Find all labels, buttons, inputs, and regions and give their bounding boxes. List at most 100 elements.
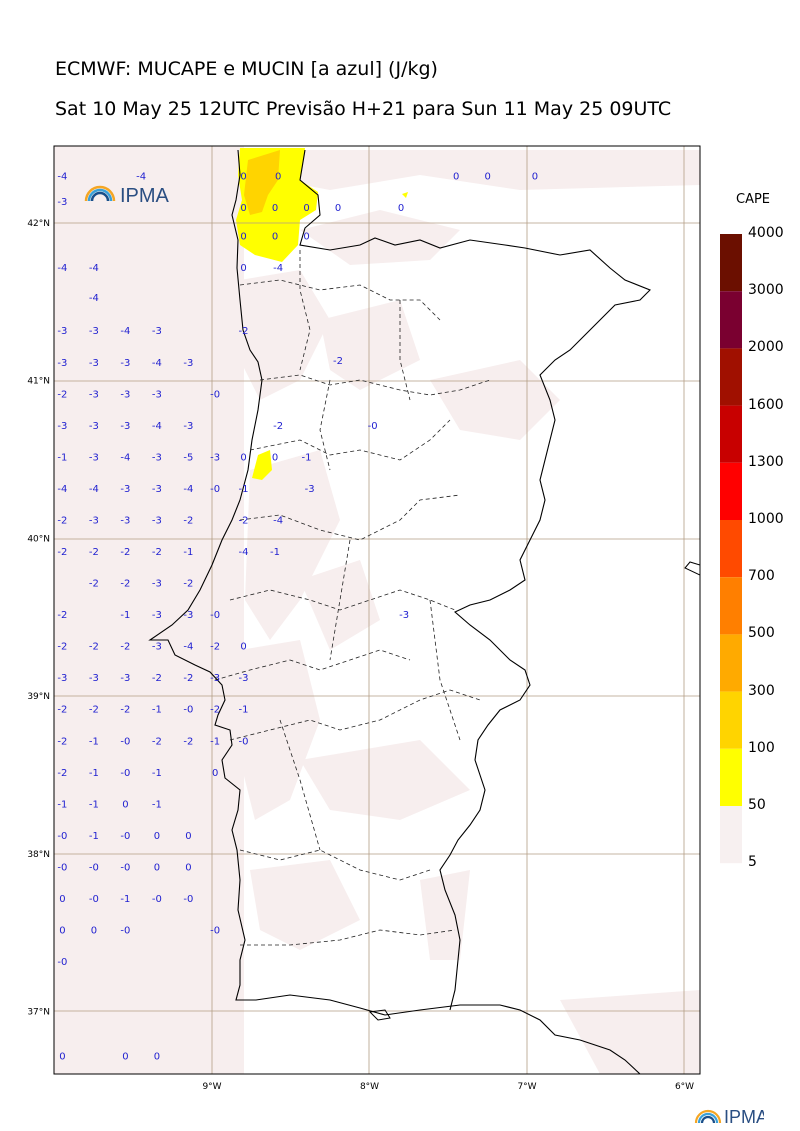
mucin-value: -2: [239, 326, 249, 337]
portugal-coastline: [148, 149, 641, 1074]
mucin-value: -2: [210, 642, 220, 653]
mucin-value: -3: [120, 484, 130, 495]
chart-subtitle: Sat 10 May 25 12UTC Previsão H+21 para S…: [55, 98, 672, 120]
mucin-value: -0: [57, 831, 67, 842]
district-boundaries: [214, 250, 491, 946]
mucin-value: -1: [152, 799, 162, 810]
mucin-value: -2: [239, 515, 249, 526]
colorbar-segment: [720, 291, 742, 349]
mucin-value: -3: [152, 642, 162, 653]
mucin-value: -2: [57, 389, 67, 400]
ipma-logo-bottom-text: IPMA: [724, 1107, 764, 1127]
mucin-value: -0: [120, 925, 130, 936]
chart-title: ECMWF: MUCAPE e MUCIN [a azul] (J/kg): [55, 58, 438, 80]
lat-label: 42°N: [27, 219, 50, 229]
mucin-value: -2: [57, 547, 67, 558]
colorbar-segment: [720, 520, 742, 578]
colorbar-label: 2000: [748, 339, 784, 356]
colorbar-label: 3000: [748, 282, 784, 299]
lat-label: 41°N: [27, 377, 50, 387]
mucin-value: -3: [152, 610, 162, 621]
mucin-value: 0: [240, 263, 246, 274]
mucin-value: -0: [210, 389, 220, 400]
mucin-value: -0: [57, 957, 67, 968]
mucin-value: 0: [275, 172, 281, 183]
mucin-value: -3: [152, 484, 162, 495]
mucin-value: -3: [183, 610, 193, 621]
mucin-value: -1: [302, 452, 312, 463]
colorbar-segment: [720, 634, 742, 692]
mucin-value: 0: [272, 203, 278, 214]
mucin-value: -2: [57, 736, 67, 747]
mucin-value: 0: [91, 925, 97, 936]
mucin-value: -2: [183, 579, 193, 590]
mucin-value: -2: [152, 547, 162, 558]
mucin-value: 0: [59, 1052, 65, 1063]
mucin-value: -3: [57, 421, 67, 432]
mucin-value: 0: [398, 203, 404, 214]
mucin-value: -3: [57, 326, 67, 337]
mucin-value: 0: [272, 452, 278, 463]
mucin-value: -2: [57, 515, 67, 526]
lat-label: 39°N: [27, 692, 50, 702]
mucin-value: -2: [183, 736, 193, 747]
mucin-value: -2: [120, 547, 130, 558]
mucin-value: 0: [532, 172, 538, 183]
mucin-value: -0: [120, 831, 130, 842]
latitude-labels: 42°N 41°N 40°N 39°N 38°N 37°N: [27, 219, 50, 1018]
mucin-value: -3: [210, 452, 220, 463]
ipma-logo-text: IPMA: [120, 185, 170, 207]
lon-label: 6°W: [675, 1082, 694, 1092]
mucin-value: -4: [120, 326, 130, 337]
mucin-value: -5: [183, 452, 193, 463]
mucin-value: -4: [239, 547, 249, 558]
colorbar-label: 5: [748, 854, 757, 871]
mucin-value: -0: [120, 768, 130, 779]
mucin-value: -0: [57, 862, 67, 873]
mucin-value: -2: [183, 673, 193, 684]
mucin-value: 0: [240, 203, 246, 214]
mucin-value: -3: [183, 421, 193, 432]
mucin-value: -3: [152, 452, 162, 463]
colorbar-label: 300: [748, 682, 775, 699]
mucin-value: -3: [57, 673, 67, 684]
mucin-value: -2: [120, 705, 130, 716]
mucin-value: 0: [240, 642, 246, 653]
mucin-value: 0: [122, 799, 128, 810]
mucin-value: -3: [120, 358, 130, 369]
mucin-value: -3: [239, 673, 249, 684]
mucin-value: -2: [89, 547, 99, 558]
mucin-value: 0: [185, 862, 191, 873]
mucin-value: -3: [89, 326, 99, 337]
mucin-value: -0: [152, 894, 162, 905]
mucin-value: -0: [120, 736, 130, 747]
colorbar-segment: [720, 806, 742, 864]
mucin-value: -1: [120, 610, 130, 621]
ipma-logo: IPMA: [84, 185, 170, 207]
lon-label: 9°W: [202, 1082, 221, 1092]
mucin-value: -1: [152, 768, 162, 779]
mucin-value: 0: [484, 172, 490, 183]
mucin-value: -3: [89, 452, 99, 463]
colorbar-segment: [720, 348, 742, 406]
mucin-value: -0: [89, 862, 99, 873]
mucin-value: -4: [57, 484, 67, 495]
mucin-value: -4: [57, 172, 67, 183]
mucin-value: -0: [183, 705, 193, 716]
mucin-value: 0: [154, 1052, 160, 1063]
mucin-value: -3: [399, 610, 409, 621]
colorbar-label: 1300: [748, 453, 784, 470]
spain-border: [299, 149, 651, 1011]
mucin-value: -2: [183, 515, 193, 526]
colorbar-label: 500: [748, 625, 775, 642]
lon-label: 8°W: [360, 1082, 379, 1092]
colorbar-segment: [720, 234, 742, 292]
mucin-value: -2: [120, 642, 130, 653]
mucin-value: -2: [89, 642, 99, 653]
colorbar: [720, 234, 742, 864]
mucin-value: -0: [368, 421, 378, 432]
mucin-value: -2: [57, 642, 67, 653]
mucin-value: -1: [210, 736, 220, 747]
mucin-value: -3: [183, 358, 193, 369]
